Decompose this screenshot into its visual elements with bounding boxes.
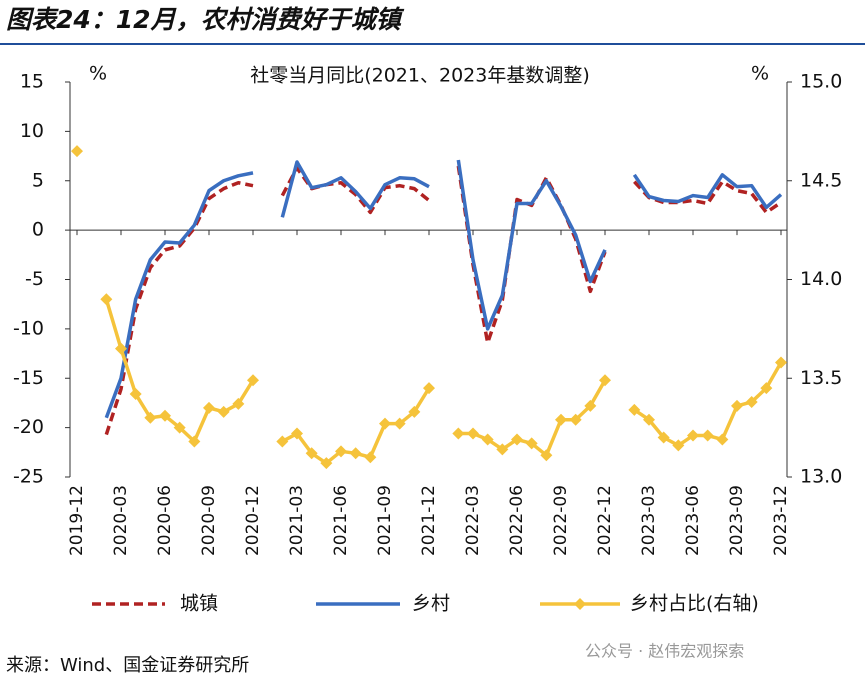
marker bbox=[481, 433, 494, 446]
y-tick-label: -25 bbox=[13, 466, 44, 488]
y-tick-label: -5 bbox=[25, 268, 44, 290]
marker bbox=[760, 382, 773, 395]
y-tick-label: 0 bbox=[32, 219, 44, 241]
marker bbox=[100, 293, 113, 306]
series-line bbox=[104, 171, 254, 419]
marker bbox=[349, 447, 362, 460]
x-tick-label: 2023-03 bbox=[639, 485, 659, 556]
marker bbox=[496, 443, 509, 456]
marker bbox=[276, 435, 289, 448]
legend-label: 乡村占比(右轴) bbox=[630, 593, 759, 615]
marker bbox=[247, 374, 259, 387]
marker bbox=[320, 457, 333, 470]
marker bbox=[687, 429, 699, 442]
series-line bbox=[104, 180, 254, 436]
marker bbox=[232, 397, 245, 410]
marker bbox=[217, 405, 230, 418]
marker bbox=[657, 431, 670, 444]
x-tick-label: 2023-09 bbox=[727, 485, 747, 556]
marker bbox=[173, 421, 186, 434]
x-tick-label: 2023-06 bbox=[683, 485, 703, 556]
x-tick-label: 2022-06 bbox=[507, 485, 527, 556]
series-line bbox=[104, 298, 255, 444]
y-unit: % bbox=[89, 63, 107, 85]
x-tick-label: 2021-06 bbox=[331, 485, 351, 556]
marker bbox=[555, 413, 567, 426]
marker bbox=[379, 417, 391, 430]
x-tick-label: 2020-12 bbox=[243, 485, 263, 556]
marker bbox=[393, 417, 406, 430]
y2-tick-label: 13.5 bbox=[800, 367, 842, 389]
marker bbox=[569, 413, 582, 426]
marker bbox=[672, 439, 685, 452]
marker bbox=[540, 449, 553, 462]
y-tick-label: 10 bbox=[20, 120, 44, 142]
marker bbox=[305, 447, 318, 460]
series-line bbox=[456, 159, 607, 331]
legend-label: 乡村 bbox=[412, 593, 450, 615]
marker bbox=[525, 437, 538, 450]
marker bbox=[701, 429, 714, 442]
watermark: 公众号 · 赵伟宏观探索 bbox=[585, 642, 744, 661]
x-tick-label: 2020-06 bbox=[155, 485, 175, 556]
y-tick-label: 5 bbox=[32, 169, 44, 191]
marker bbox=[188, 435, 201, 448]
marker bbox=[599, 374, 611, 387]
marker bbox=[291, 427, 303, 440]
x-tick-label: 2022-03 bbox=[463, 485, 483, 556]
marker bbox=[511, 433, 523, 446]
series-line bbox=[280, 160, 430, 218]
marker bbox=[452, 427, 465, 440]
marker bbox=[408, 405, 421, 418]
marker bbox=[144, 411, 157, 424]
header-title: 图表24：12月，农村消费好于城镇 bbox=[6, 5, 405, 34]
y2-tick-label: 15.0 bbox=[800, 71, 842, 93]
marker bbox=[745, 395, 758, 408]
x-tick-label: 2022-12 bbox=[595, 485, 615, 556]
x-tick-label: 2021-12 bbox=[419, 485, 439, 556]
x-tick-label: 2020-03 bbox=[111, 485, 131, 556]
x-tick-label: 2021-03 bbox=[287, 485, 307, 556]
marker bbox=[775, 356, 787, 369]
marker bbox=[335, 445, 347, 458]
legend-label: 城镇 bbox=[180, 593, 218, 615]
marker bbox=[203, 401, 215, 414]
x-tick-label: 2022-09 bbox=[551, 485, 571, 556]
marker bbox=[115, 342, 127, 355]
legend-marker bbox=[574, 598, 586, 610]
x-tick-label: 2021-09 bbox=[375, 485, 395, 556]
marker bbox=[364, 451, 377, 464]
x-tick-label: 2020-09 bbox=[199, 485, 219, 556]
source: 来源：Wind、国金证券研究所 bbox=[6, 655, 249, 676]
marker bbox=[467, 427, 479, 440]
x-tick-label: 2019-12 bbox=[67, 485, 87, 556]
marker bbox=[643, 413, 655, 426]
marker bbox=[628, 403, 641, 416]
y2-unit: % bbox=[751, 63, 769, 85]
marker bbox=[731, 399, 743, 412]
marker bbox=[159, 409, 171, 422]
y-tick-label: 15 bbox=[20, 71, 44, 93]
series-line bbox=[456, 165, 607, 345]
y2-tick-label: 14.5 bbox=[800, 169, 842, 191]
y-tick-label: -20 bbox=[13, 416, 44, 438]
marker bbox=[423, 382, 435, 395]
series-line bbox=[632, 173, 783, 210]
marker bbox=[716, 433, 729, 446]
y2-tick-label: 13.0 bbox=[800, 466, 842, 488]
y-tick-label: -15 bbox=[13, 367, 44, 389]
y2-tick-label: 14.0 bbox=[800, 268, 842, 290]
marker bbox=[71, 145, 83, 158]
x-tick-label: 2023-12 bbox=[771, 485, 791, 556]
chart-title: 社零当月同比(2021、2023年基数调整) bbox=[250, 65, 590, 87]
y-tick-label: -10 bbox=[13, 317, 44, 339]
marker bbox=[129, 388, 142, 401]
marker bbox=[584, 399, 597, 412]
